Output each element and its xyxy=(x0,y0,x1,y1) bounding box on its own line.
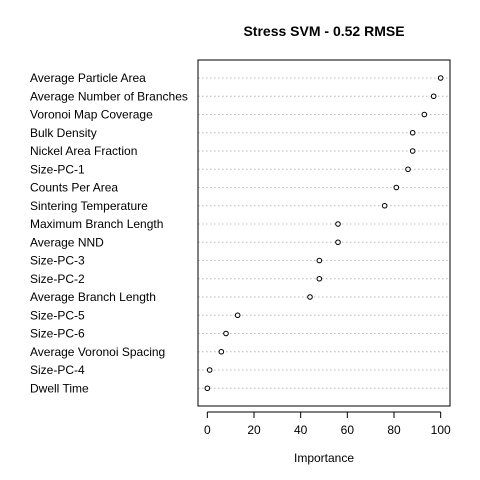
data-point xyxy=(421,111,428,118)
category-label: Bulk Density xyxy=(30,126,97,140)
data-point xyxy=(381,202,388,209)
data-point xyxy=(206,367,213,373)
data-point xyxy=(405,166,411,173)
category-label: Size-PC-3 xyxy=(30,254,85,268)
data-point xyxy=(223,330,229,337)
category-labels: Average Particle Area Average Number of B… xyxy=(30,71,188,395)
category-label: Average Number of Branches xyxy=(30,89,188,103)
category-label: Size-PC-6 xyxy=(30,327,85,341)
data-point xyxy=(393,184,400,191)
category-label: Average NND xyxy=(30,235,104,249)
data-point xyxy=(316,275,323,282)
data-point xyxy=(437,75,444,81)
x-tick-label: 60 xyxy=(341,423,355,437)
x-tick-label: 0 xyxy=(204,423,211,437)
data-point xyxy=(234,312,241,319)
category-label: Average Particle Area xyxy=(30,71,146,85)
category-label: Voronoi Map Coverage xyxy=(30,108,153,122)
plot-frame xyxy=(197,59,451,407)
x-axis: 0 20 40 60 80 100 xyxy=(204,411,451,437)
x-tick-label: 40 xyxy=(294,423,308,437)
data-point xyxy=(409,129,416,136)
data-point xyxy=(335,239,341,246)
data-point xyxy=(409,148,416,154)
x-tick-label: 100 xyxy=(431,423,451,437)
x-tick-label: 80 xyxy=(387,423,401,437)
category-label: Size-PC-2 xyxy=(30,272,85,286)
data-points xyxy=(204,75,444,392)
category-label: Sintering Temperature xyxy=(30,199,148,213)
data-point xyxy=(335,221,341,227)
category-label: Size-PC-4 xyxy=(30,363,85,377)
chart-title: Stress SVM - 0.52 RMSE xyxy=(243,23,404,39)
category-label: Average Voronoi Spacing xyxy=(30,345,165,359)
category-label: Maximum Branch Length xyxy=(30,217,163,231)
category-label: Dwell Time xyxy=(30,381,89,395)
x-tick-label: 20 xyxy=(247,423,261,437)
x-axis-label: Importance xyxy=(294,451,354,465)
data-point xyxy=(307,294,313,300)
guide-lines xyxy=(198,77,450,389)
category-label: Size-PC-1 xyxy=(30,162,85,176)
category-label: Nickel Area Fraction xyxy=(30,144,137,158)
category-label: Size-PC-5 xyxy=(30,308,85,322)
data-point xyxy=(316,257,323,264)
data-point xyxy=(218,348,225,355)
category-label: Counts Per Area xyxy=(30,181,118,195)
data-point xyxy=(204,385,211,392)
category-label: Average Branch Length xyxy=(30,290,156,304)
data-point xyxy=(430,93,437,100)
